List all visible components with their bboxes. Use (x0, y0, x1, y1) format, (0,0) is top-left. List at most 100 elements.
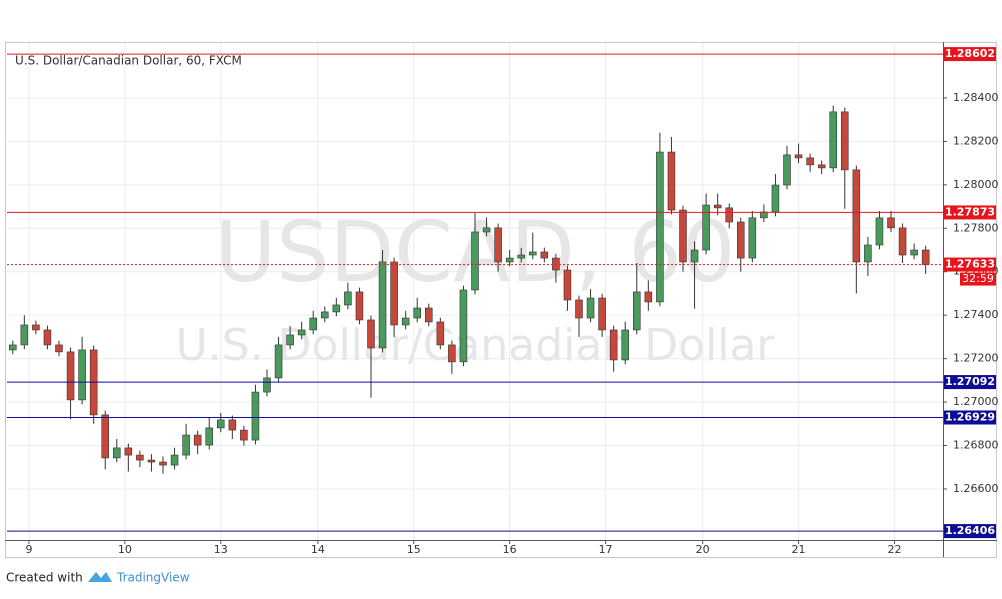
candle-body (482, 227, 491, 233)
watermark-subtitle: U.S. Dollar/Canadian Dollar (175, 320, 775, 371)
level-label-box (944, 524, 996, 539)
footer-brand[interactable]: TradingView (116, 571, 190, 585)
y-tick-label: 1.27800 (953, 221, 999, 234)
level-label-box (944, 375, 996, 390)
candle-body (725, 207, 733, 223)
candle-body (887, 217, 895, 229)
candle-body (297, 329, 306, 336)
candle-body (563, 269, 572, 301)
candle-body (448, 344, 456, 363)
candle-body (344, 291, 352, 306)
level-label-box (944, 205, 996, 220)
x-tick-label: 21 (792, 543, 806, 556)
candle-body (413, 307, 421, 319)
x-tick-label: 10 (118, 543, 132, 556)
candle-body (817, 164, 826, 169)
candle-body (9, 344, 17, 351)
candle-body (748, 217, 757, 259)
candle-body (182, 434, 190, 456)
candle-body (309, 317, 317, 331)
x-tick-label: 13 (214, 543, 228, 556)
y-tick-label: 1.27200 (953, 352, 999, 365)
candle-body (240, 429, 248, 441)
marks (9, 105, 930, 474)
candle-body (494, 227, 502, 263)
y-tick-label: 1.26800 (953, 439, 999, 452)
candle-body (586, 297, 595, 319)
footer-prefix: Created with (6, 571, 83, 585)
candle-body (332, 304, 341, 313)
candle-body (609, 329, 618, 361)
candle-body (575, 299, 583, 319)
countdown-box (960, 272, 996, 286)
y-tick-label: 1.27400 (953, 308, 999, 321)
candle-body (656, 151, 664, 303)
candle-body (529, 251, 537, 256)
candle-body (841, 111, 849, 171)
grid (7, 43, 943, 540)
candle-body (621, 329, 629, 361)
candle-body (898, 227, 907, 256)
candle-body (552, 257, 560, 271)
candle-body (713, 204, 722, 209)
candle-body (505, 257, 514, 263)
candle-body (598, 297, 606, 331)
candle-body (113, 447, 121, 459)
candle-body (124, 447, 133, 456)
candle-body (783, 154, 791, 186)
candle-body (170, 454, 179, 466)
level-label: 1.28602 (945, 47, 995, 60)
countdown: 32:59 (962, 272, 994, 285)
candle-body (644, 291, 653, 303)
y-tick-label: 1.27000 (953, 395, 999, 408)
candle-body (20, 324, 29, 346)
x-tick-label: 22 (887, 543, 901, 556)
candle-body (251, 391, 260, 441)
chart-title: U.S. Dollar/Canadian Dollar, 60, FXCM (15, 54, 242, 68)
candle-body (367, 319, 375, 349)
candle-body (517, 254, 525, 259)
level-label: 1.27092 (945, 375, 995, 388)
candle-body (690, 249, 699, 263)
level-label: 1.27873 (945, 205, 995, 218)
candle-body (737, 221, 745, 259)
y-tick-label: 1.28400 (953, 91, 999, 104)
candle-body (540, 251, 549, 259)
x-tick-label: 9 (25, 543, 32, 556)
candle-body (829, 111, 837, 169)
logo-icon (88, 572, 112, 582)
x-tick-label: 15 (407, 543, 421, 556)
x-tick-label: 16 (503, 543, 517, 556)
candle-body (390, 261, 398, 326)
candle-body (401, 317, 410, 326)
candle-body (136, 454, 144, 461)
current-price-label: 1.27633 (945, 258, 995, 271)
candle-body (66, 351, 75, 401)
current-price-box (944, 257, 996, 272)
candle-body (217, 419, 225, 429)
candle-body (679, 209, 687, 263)
candle-body (355, 291, 364, 321)
x-tick-label: 14 (311, 543, 325, 556)
y-tick-label: 1.26600 (953, 482, 999, 495)
level-label: 1.26929 (945, 410, 995, 423)
candle-body (274, 344, 283, 379)
level-label: 1.26406 (945, 524, 995, 537)
candle-body (459, 289, 468, 363)
candle-body (159, 461, 167, 466)
candle-body (425, 307, 433, 323)
level-label-box (944, 47, 996, 62)
candle-body (263, 377, 271, 393)
candle-body (228, 419, 237, 431)
candle-body (864, 244, 872, 263)
candle-body (910, 249, 918, 256)
candle-body (193, 434, 202, 446)
candle-body (852, 169, 861, 263)
candle-body (794, 154, 803, 159)
candle-body (78, 349, 86, 401)
candle-body (875, 217, 884, 246)
candle-body (55, 344, 63, 353)
candle-body (436, 321, 445, 346)
candle-body (921, 249, 930, 265)
